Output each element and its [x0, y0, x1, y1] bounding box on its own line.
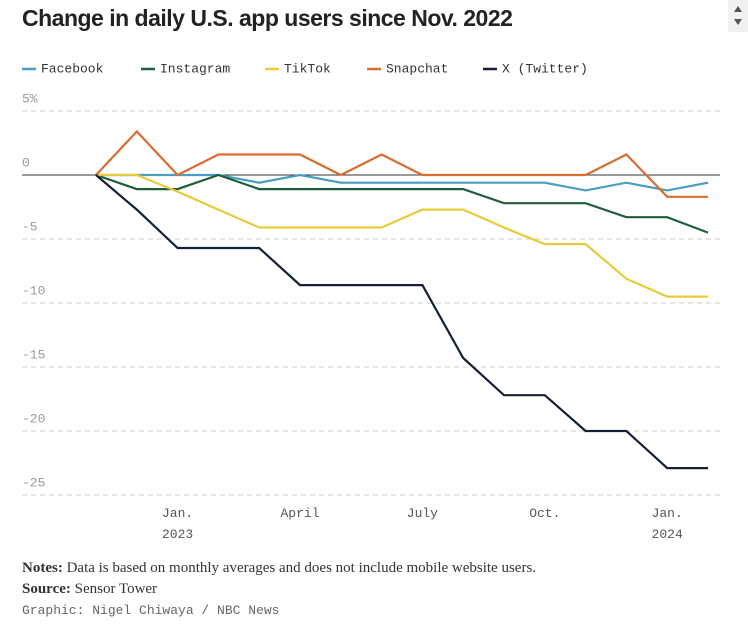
series-line	[95, 129, 708, 198]
legend-label: Snapchat	[386, 61, 448, 76]
credit: Graphic: Nigel Chiwaya / NBC News	[22, 603, 280, 618]
y-tick-label: 5%	[22, 91, 38, 106]
notes-text: Data is based on monthly averages and do…	[66, 560, 537, 576]
scroll-track	[728, 0, 748, 32]
legend-label: Instagram	[160, 61, 230, 76]
series-line	[95, 174, 708, 470]
y-tick-label: -25	[22, 475, 45, 490]
source: Source: Sensor Tower	[22, 581, 157, 598]
chart-title: Change in daily U.S. app users since Nov…	[22, 5, 512, 31]
series-line	[96, 173, 709, 192]
series-line	[96, 173, 708, 298]
scrollbar[interactable]	[728, 0, 748, 32]
legend-label: Facebook	[41, 61, 104, 76]
notes: Notes: Data is based on monthly averages…	[22, 560, 536, 577]
source-text: Sensor Tower	[74, 581, 158, 597]
series-line	[95, 173, 709, 234]
x-tick-label: April	[280, 506, 320, 521]
x-tick-label: Oct.	[529, 506, 561, 521]
x-tick-label: Jan. 2024	[651, 506, 683, 542]
x-tick-label: Jan. 2023	[161, 506, 194, 542]
y-tick-label: 0	[22, 155, 30, 170]
scroll-down[interactable]	[734, 19, 742, 25]
y-tick-label: -10	[22, 283, 45, 298]
y-tick-label: -15	[22, 347, 45, 362]
y-tick-label: -20	[22, 411, 45, 426]
x-tick-label: July	[406, 506, 438, 521]
source-label: Source:	[22, 581, 71, 597]
legend-label: TikTok	[284, 61, 331, 76]
scroll-up[interactable]	[734, 6, 742, 12]
y-tick-label: -5	[22, 219, 38, 234]
legend-label: X (Twitter)	[502, 61, 588, 76]
notes-label: Notes:	[22, 560, 63, 576]
